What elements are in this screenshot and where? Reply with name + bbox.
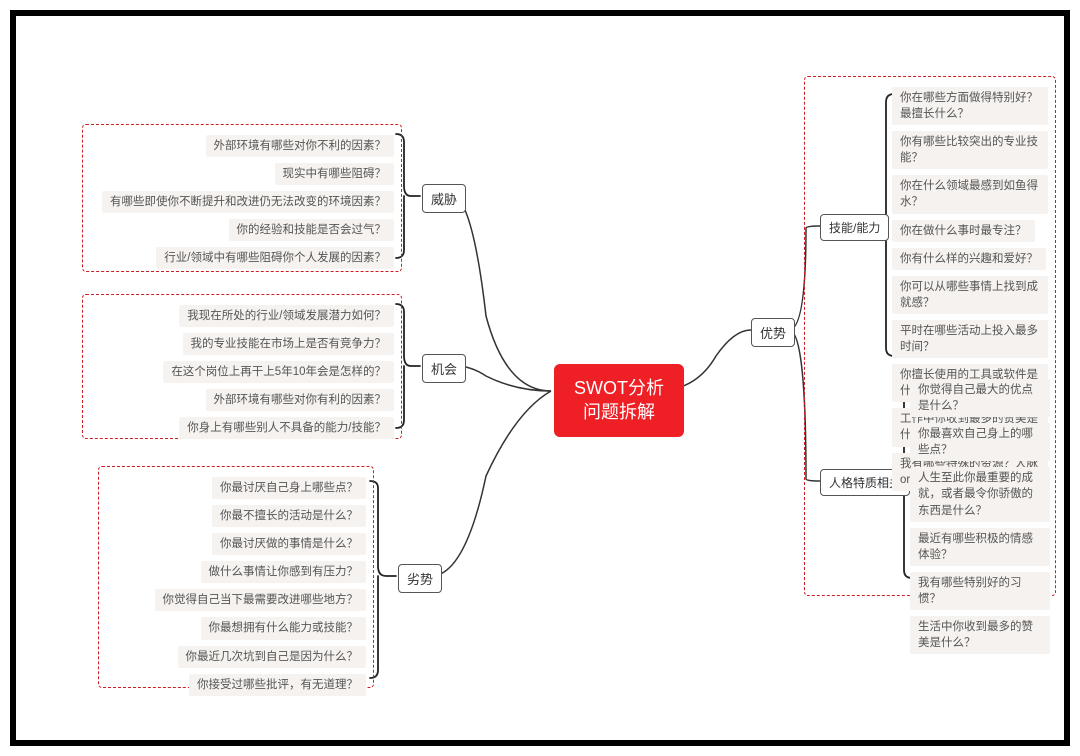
leaf: 外部环境有哪些对你不利的因素？	[206, 135, 395, 157]
leaf: 你觉得自己最大的优点是什么？	[910, 379, 1050, 417]
leaf: 你最讨厌做的事情是什么？	[212, 533, 366, 555]
leaf: 平时在哪些活动上投入最多时间？	[892, 320, 1048, 358]
leaf: 你最不擅长的活动是什么？	[212, 505, 366, 527]
leaf: 你最讨厌自己身上哪些点？	[212, 477, 366, 499]
leaf: 你最喜欢自己身上的哪些点？	[910, 423, 1050, 461]
leaf: 你在什么领域最感到如鱼得水？	[892, 175, 1048, 213]
leaf: 人生至此你最重要的成就，或者最令你骄傲的东西是什么？	[910, 467, 1050, 521]
leaf-col-threat: 外部环境有哪些对你不利的因素？ 现实中有哪些阻碍？ 有哪些即使你不断提升和改进仍…	[88, 132, 394, 272]
leaf-col-weakness: 你最讨厌自己身上哪些点？ 你最不擅长的活动是什么？ 你最讨厌做的事情是什么？ 做…	[104, 474, 366, 699]
branch-strength: 优势	[751, 318, 795, 347]
leaf: 生活中你收到最多的赞美是什么？	[910, 616, 1050, 654]
frame: SWOT分析 问题拆解 威胁 外部环境有哪些对你不利的因素？ 现实中有哪些阻碍？…	[10, 10, 1070, 746]
leaf: 你接受过哪些批评，有无道理？	[189, 674, 366, 696]
leaf-col-opportunity: 我现在所处的行业/领域发展潜力如何？ 我的专业技能在市场上是否有竞争力？ 在这个…	[88, 302, 394, 442]
branch-opportunity: 机会	[422, 354, 466, 383]
leaf: 在这个岗位上再干上5年10年会是怎样的？	[163, 361, 394, 383]
leaf: 现实中有哪些阻碍？	[275, 163, 395, 185]
leaf: 行业/领域中有哪些阻碍你个人发展的因素？	[156, 247, 394, 269]
leaf: 最近有哪些积极的情感体验？	[910, 528, 1050, 566]
leaf: 你最近几次坑到自己是因为什么？	[178, 646, 367, 668]
mindmap-canvas: SWOT分析 问题拆解 威胁 外部环境有哪些对你不利的因素？ 现实中有哪些阻碍？…	[16, 16, 1064, 740]
leaf: 你在做什么事时最专注？	[892, 220, 1035, 242]
leaf: 做什么事情让你感到有压力？	[201, 561, 367, 583]
leaf-col-personality: 你觉得自己最大的优点是什么？ 你最喜欢自己身上的哪些点？ 人生至此你最重要的成就…	[910, 376, 1050, 657]
leaf: 我有哪些特别好的习惯？	[910, 572, 1050, 610]
leaf: 你有哪些比较突出的专业技能？	[892, 131, 1048, 169]
leaf: 你觉得自己当下最需要改进哪些地方？	[155, 589, 367, 611]
branch-threat: 威胁	[422, 184, 466, 213]
branch-weakness: 劣势	[398, 564, 442, 593]
leaf: 你可以从哪些事情上找到成就感？	[892, 276, 1048, 314]
leaf: 我现在所处的行业/领域发展潜力如何？	[179, 305, 394, 327]
center-node: SWOT分析 问题拆解	[554, 364, 684, 437]
leaf: 你的经验和技能是否会过气？	[229, 219, 395, 241]
leaf: 你在哪些方面做得特别好？最擅长什么？	[892, 87, 1048, 125]
leaf: 你有什么样的兴趣和爱好？	[892, 248, 1046, 270]
leaf: 有哪些即使你不断提升和改进仍无法改变的环境因素？	[102, 191, 394, 213]
leaf: 你身上有哪些别人不具备的能力/技能？	[179, 417, 394, 439]
leaf: 我的专业技能在市场上是否有竞争力？	[183, 333, 395, 355]
leaf: 你最想拥有什么能力或技能？	[201, 617, 367, 639]
leaf: 外部环境有哪些对你有利的因素？	[206, 389, 395, 411]
